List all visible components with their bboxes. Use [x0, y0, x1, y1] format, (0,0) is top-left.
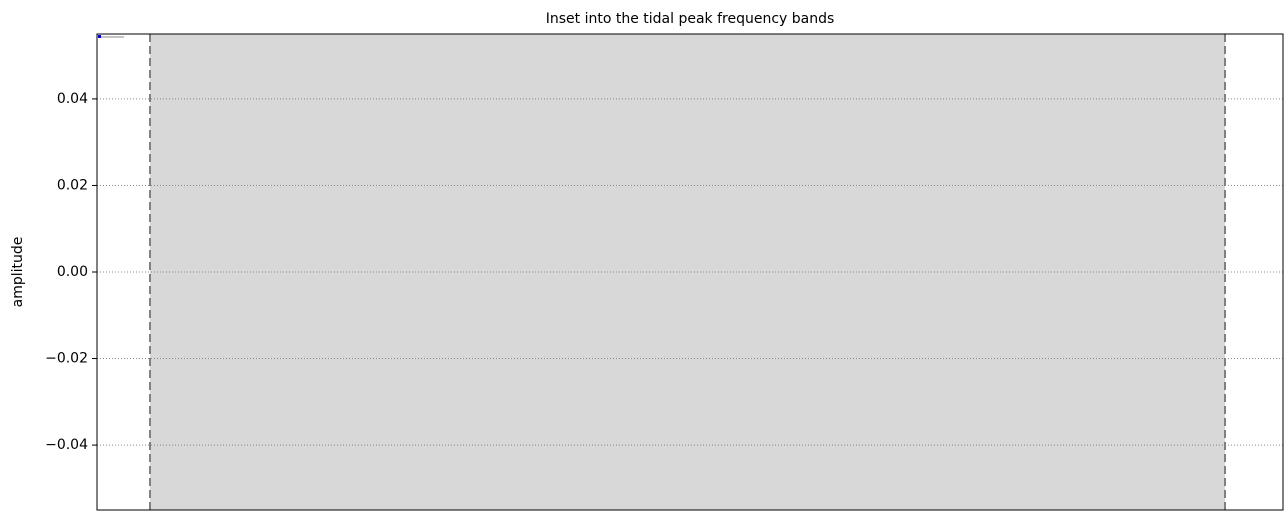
y-tick-label: −0.02 [45, 351, 88, 367]
y-tick-label: −0.04 [45, 437, 88, 453]
y-axis-label: amplitude [10, 237, 26, 308]
legend-stub-marker [98, 35, 101, 38]
y-tick-label: 0.02 [57, 177, 88, 193]
chart-title: Inset into the tidal peak frequency band… [546, 11, 835, 27]
y-tick-label: 0.00 [57, 264, 88, 280]
y-tick-label: 0.04 [57, 91, 88, 107]
